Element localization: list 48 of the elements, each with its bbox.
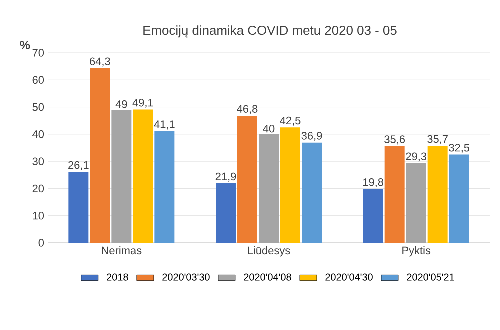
legend-label: 2020'04'08 — [244, 274, 292, 281]
bar — [133, 110, 154, 243]
y-tick-label: 20 — [32, 184, 44, 193]
y-tick-label: 70 — [32, 49, 44, 57]
y-tick-label: 40 — [32, 130, 44, 138]
bar — [90, 68, 110, 243]
data-label: 29,3 — [406, 152, 427, 162]
legend-label: 2018 — [107, 274, 128, 281]
bar — [216, 184, 236, 243]
data-label: 36,9 — [302, 132, 322, 142]
bar — [112, 110, 132, 243]
data-label: 49,1 — [132, 98, 154, 108]
bar — [302, 142, 322, 243]
y-tick-label: 30 — [32, 158, 44, 166]
data-label: 64,3 — [90, 58, 110, 67]
y-tick-label: 0 — [38, 239, 44, 247]
bar — [238, 116, 258, 243]
data-label: 35,7 — [428, 135, 448, 144]
bar — [363, 189, 384, 243]
data-label: 40 — [263, 124, 275, 133]
legend-label: 2020'03'30 — [162, 274, 210, 281]
bar — [449, 154, 470, 243]
bar — [406, 163, 426, 243]
y-axis-title: % — [20, 41, 30, 50]
bar — [259, 134, 279, 243]
data-label: 49 — [116, 100, 128, 108]
bar — [280, 128, 301, 243]
bar — [384, 146, 405, 243]
data-label: 32,5 — [449, 144, 470, 154]
data-label: 35,6 — [384, 136, 406, 145]
bar — [154, 131, 175, 243]
y-tick-label: 10 — [33, 212, 44, 220]
x-tick-label: Nerimas — [102, 246, 142, 255]
data-label: 26,1 — [68, 161, 89, 170]
data-label: 19,8 — [364, 178, 384, 188]
data-label: 46,8 — [237, 105, 258, 114]
chart-title: Emocijų dinamika COVID metu 2020 03 - 05 — [144, 26, 397, 38]
y-tick-label: 60 — [32, 76, 44, 84]
data-label: 42,5 — [280, 116, 301, 126]
bar — [68, 172, 89, 243]
data-label: 41,1 — [154, 120, 175, 130]
legend-label: 2020'04'30 — [326, 274, 373, 281]
legend-label: 2020'05'21 — [407, 274, 454, 281]
bar — [428, 146, 448, 243]
data-label: 21,9 — [216, 172, 236, 182]
x-tick-label: Pyktis — [402, 246, 431, 257]
x-tick-label: Liūdesys — [248, 246, 290, 257]
y-tick-label: 50 — [32, 103, 44, 112]
